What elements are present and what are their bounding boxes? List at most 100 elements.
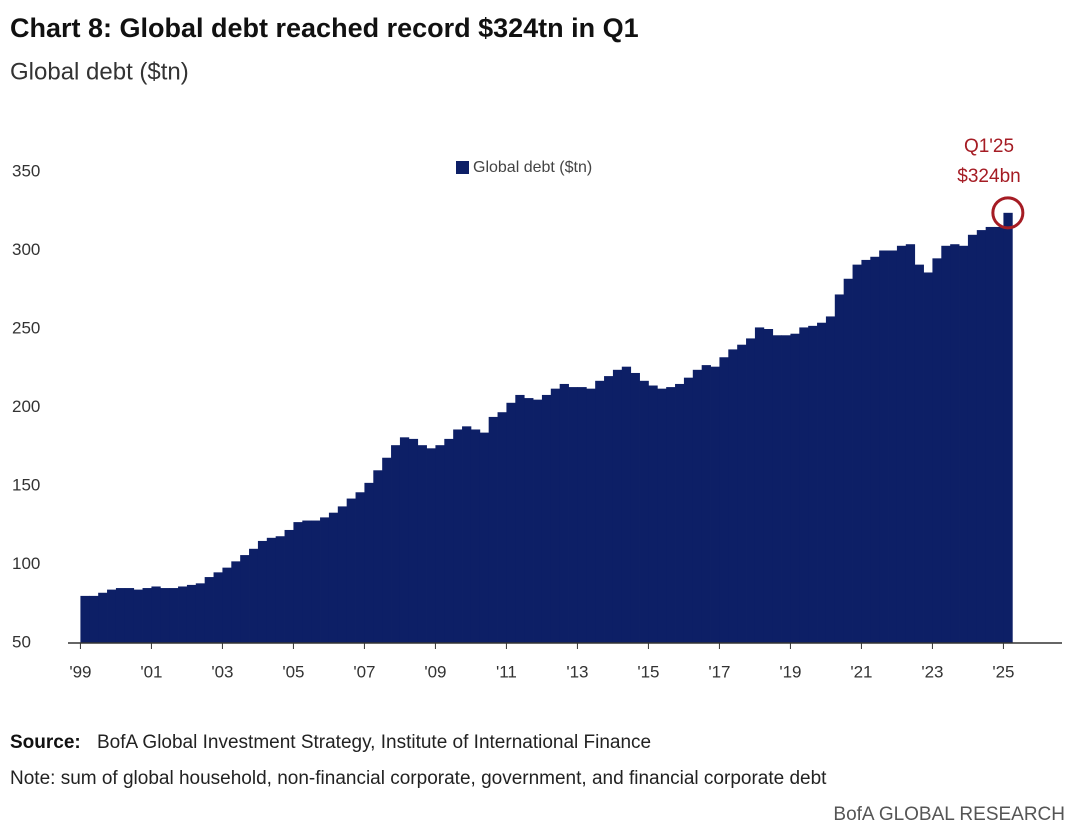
- bar: [559, 383, 569, 643]
- bar: [701, 365, 711, 643]
- bar: [808, 325, 818, 643]
- bar: [133, 589, 143, 643]
- bar: [266, 537, 277, 643]
- bar: [515, 394, 525, 643]
- y-tick-label: 350: [12, 161, 40, 180]
- bar: [231, 561, 241, 643]
- bar: [675, 383, 685, 643]
- y-tick-label: 250: [12, 318, 40, 337]
- bar: [817, 322, 827, 643]
- bar: [568, 387, 578, 643]
- bar: [479, 432, 490, 643]
- bar: [896, 245, 907, 644]
- bar: [630, 372, 640, 643]
- bar: [577, 387, 587, 643]
- bar: [941, 245, 951, 644]
- bar: [737, 344, 747, 643]
- legend-label: Global debt ($tn): [473, 159, 592, 176]
- bar: [346, 498, 356, 643]
- bar: [888, 250, 898, 643]
- x-tick-label: '11: [496, 662, 517, 681]
- bar: [772, 335, 782, 643]
- bar: [293, 522, 303, 643]
- bar: [417, 445, 427, 643]
- bar: [1003, 212, 1013, 643]
- bar: [107, 589, 117, 643]
- bar: [249, 548, 259, 643]
- branding: BofA GLOBAL RESEARCH: [833, 804, 1065, 825]
- bar: [470, 429, 481, 643]
- bar: [710, 366, 720, 643]
- bar: [391, 445, 401, 643]
- bar: [994, 226, 1004, 643]
- bar: [657, 388, 667, 643]
- bar: [186, 584, 197, 643]
- bar: [115, 588, 126, 643]
- x-tick-label: '03: [211, 662, 233, 681]
- bar: [240, 555, 250, 643]
- bar: [692, 369, 703, 643]
- bar: [178, 586, 188, 643]
- annotation: Q1'25: [964, 136, 1014, 157]
- bar: [967, 234, 978, 644]
- bar: [834, 294, 845, 643]
- bar: [728, 349, 738, 643]
- bar: [524, 398, 534, 643]
- bar: [843, 278, 853, 643]
- bar: [612, 369, 623, 643]
- bar: [754, 327, 765, 643]
- bar: [976, 230, 987, 643]
- bar: [364, 482, 374, 643]
- bar: [151, 586, 161, 643]
- bar: [320, 517, 330, 643]
- bar: [763, 329, 774, 643]
- bar: [923, 272, 933, 643]
- y-tick-label: 200: [12, 397, 40, 416]
- bar: [870, 256, 880, 643]
- bar: [204, 577, 214, 643]
- x-tick-label: '05: [282, 662, 304, 681]
- chart-subtitle: Global debt ($tn): [10, 58, 189, 85]
- source-label: Source:: [10, 732, 81, 753]
- bar: [435, 445, 445, 643]
- bar: [586, 388, 596, 643]
- bar: [80, 595, 90, 643]
- bar: [98, 592, 108, 643]
- bar: [950, 244, 960, 643]
- y-tick-label: 50: [12, 632, 31, 651]
- bar: [604, 376, 614, 643]
- y-tick-label: 300: [12, 240, 40, 259]
- chart-title: Chart 8: Global debt reached record $324…: [10, 13, 639, 43]
- bar: [302, 520, 312, 643]
- bar: [373, 470, 383, 643]
- bar: [89, 595, 99, 643]
- bar: [861, 259, 871, 643]
- y-tick-label: 150: [12, 475, 40, 494]
- bar: [488, 416, 498, 643]
- bar: [497, 412, 507, 643]
- x-tick-label: '13: [566, 662, 588, 681]
- bar: [453, 429, 463, 643]
- bar: [328, 512, 339, 643]
- bar: [195, 583, 206, 643]
- bar: [533, 399, 543, 643]
- x-tick-label: '21: [850, 662, 872, 681]
- bar: [399, 437, 410, 643]
- bar: [337, 506, 348, 643]
- x-tick-label: '17: [708, 662, 730, 681]
- bar: [275, 536, 285, 643]
- bar: [959, 245, 969, 644]
- bar: [799, 327, 809, 643]
- bar: [852, 264, 862, 643]
- y-tick-label: 100: [12, 554, 40, 573]
- bar: [932, 258, 942, 643]
- bar: [160, 588, 170, 643]
- x-tick-label: '23: [921, 662, 943, 681]
- highlight-circle: [991, 196, 1025, 230]
- legend-swatch: [456, 161, 469, 174]
- bar: [462, 426, 472, 643]
- bar: [222, 567, 232, 643]
- bar: [284, 529, 294, 643]
- bar: [426, 448, 436, 643]
- x-tick-label: '99: [69, 662, 91, 681]
